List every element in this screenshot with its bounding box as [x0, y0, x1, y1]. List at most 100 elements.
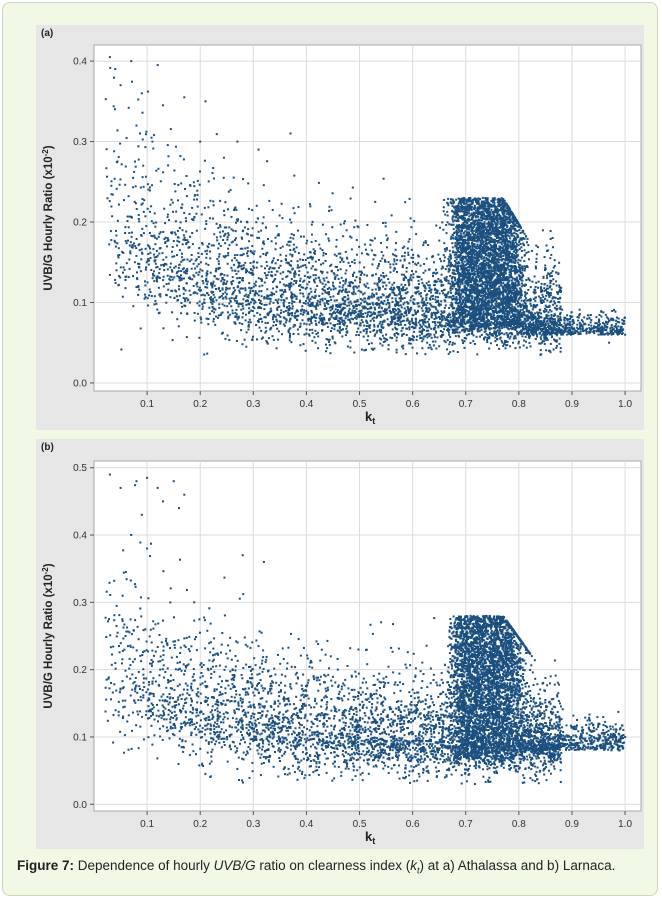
- scatter-point: [463, 206, 466, 209]
- scatter-point: [294, 316, 297, 319]
- scatter-point: [484, 232, 487, 235]
- scatter-point: [234, 269, 237, 272]
- scatter-point: [222, 292, 225, 295]
- scatter-point: [385, 311, 388, 314]
- scatter-point: [495, 222, 498, 225]
- scatter-point: [499, 336, 502, 339]
- scatter-point: [226, 311, 229, 314]
- scatter-point: [346, 325, 348, 328]
- scatter-point: [206, 283, 209, 286]
- scatter-point: [486, 334, 489, 337]
- scatter-point: [449, 304, 452, 307]
- scatter-point: [154, 236, 157, 239]
- scatter-point: [290, 291, 293, 294]
- scatter-point: [529, 302, 532, 305]
- scatter-point: [258, 299, 260, 301]
- scatter-point: [205, 317, 208, 320]
- scatter-point: [463, 238, 466, 241]
- scatter-point: [505, 213, 508, 216]
- scatter-point: [555, 334, 558, 337]
- scatter-point: [171, 232, 173, 235]
- scatter-point: [181, 229, 184, 232]
- scatter-point: [412, 253, 415, 256]
- scatter-point: [558, 327, 561, 329]
- scatter-point: [166, 245, 168, 248]
- scatter-point: [287, 331, 290, 334]
- scatter-point: [514, 299, 517, 302]
- scatter-point: [146, 207, 149, 210]
- scatter-point: [379, 315, 382, 318]
- scatter-point: [520, 246, 523, 249]
- scatter-point: [242, 298, 245, 301]
- scatter-point: [464, 235, 467, 238]
- scatter-point: [105, 148, 108, 151]
- scatter-point: [116, 129, 119, 132]
- scatter-point: [166, 144, 169, 147]
- scatter-point: [444, 304, 447, 307]
- scatter-point: [409, 307, 412, 310]
- scatter-point: [500, 332, 503, 335]
- scatter-point: [456, 331, 459, 334]
- scatter-point: [589, 314, 592, 316]
- scatter-point: [483, 221, 486, 224]
- scatter-point: [211, 302, 214, 305]
- scatter-point: [540, 341, 543, 344]
- scatter-point: [502, 282, 505, 284]
- scatter-point: [187, 241, 190, 244]
- scatter-point: [499, 317, 502, 320]
- scatter-point: [456, 326, 459, 329]
- scatter-point: [184, 217, 187, 220]
- scatter-point: [266, 297, 269, 300]
- scatter-point: [408, 342, 411, 345]
- scatter-point: [386, 295, 389, 298]
- scatter-point: [517, 340, 520, 343]
- scatter-point: [321, 313, 324, 316]
- scatter-point: [382, 222, 385, 224]
- scatter-point: [347, 310, 350, 312]
- scatter-point: [356, 315, 359, 318]
- scatter-point: [359, 298, 362, 300]
- scatter-point: [524, 322, 527, 325]
- scatter-point: [492, 286, 495, 289]
- scatter-point: [460, 201, 463, 204]
- scatter-point: [386, 246, 388, 249]
- scatter-point: [231, 269, 234, 272]
- scatter-point: [217, 262, 220, 265]
- scatter-point: [274, 262, 277, 265]
- scatter-point: [524, 302, 527, 305]
- scatter-point: [344, 303, 346, 306]
- scatter-point: [586, 317, 589, 320]
- scatter-point: [535, 281, 538, 284]
- scatter-point: [494, 307, 497, 310]
- scatter-point: [512, 242, 515, 245]
- scatter-point: [338, 319, 341, 322]
- scatter-point: [493, 214, 496, 216]
- scatter-point: [173, 266, 176, 269]
- scatter-point: [471, 247, 474, 250]
- scatter-point: [280, 293, 283, 296]
- scatter-point: [234, 321, 237, 324]
- scatter-point: [141, 111, 144, 114]
- scatter-point: [522, 344, 525, 347]
- scatter-point: [382, 326, 385, 329]
- scatter-point: [568, 326, 571, 329]
- scatter-point: [308, 323, 311, 326]
- scatter-point: [434, 291, 437, 294]
- scatter-point: [606, 333, 609, 336]
- scatter-point: [443, 259, 446, 262]
- scatter-point: [318, 243, 321, 246]
- scatter-point: [496, 201, 499, 204]
- scatter-point: [510, 303, 513, 306]
- scatter-point: [219, 273, 222, 276]
- scatter-point: [300, 265, 303, 268]
- scatter-point: [463, 221, 466, 224]
- scatter-point: [457, 207, 460, 210]
- scatter-point: [527, 323, 530, 326]
- scatter-point: [458, 313, 461, 316]
- scatter-point: [436, 271, 439, 274]
- scatter-point: [362, 293, 365, 296]
- scatter-point: [257, 230, 260, 233]
- scatter-point: [487, 212, 490, 215]
- scatter-point: [293, 274, 296, 277]
- scatter-point: [185, 195, 188, 198]
